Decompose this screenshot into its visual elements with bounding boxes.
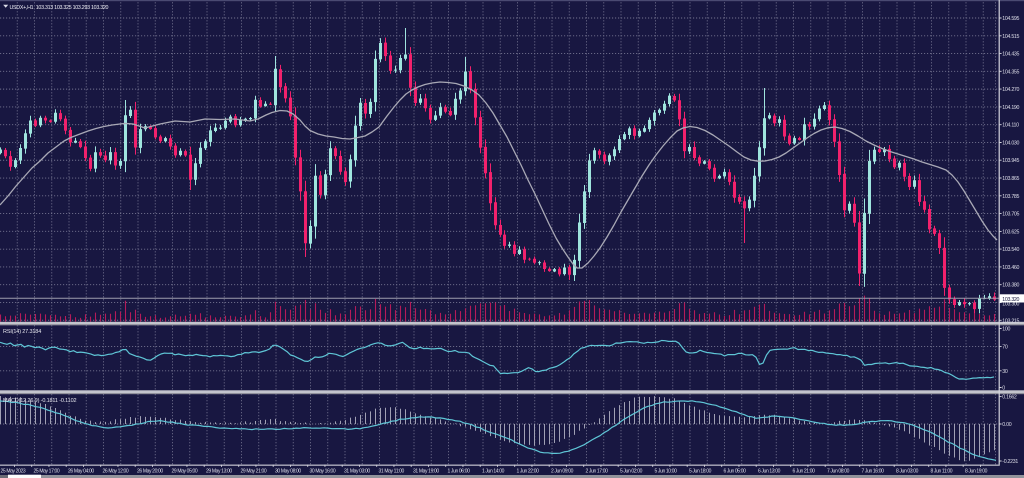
svg-text:6 Jun 21:00: 6 Jun 21:00 (793, 469, 816, 475)
svg-text:104.110: 104.110 (1002, 123, 1019, 129)
svg-text:2 Jun 17:00: 2 Jun 17:00 (586, 469, 609, 475)
svg-text:25 May 2023: 25 May 2023 (1, 469, 26, 475)
svg-text:103.865: 103.865 (1002, 176, 1019, 182)
svg-text:103.625: 103.625 (1002, 230, 1019, 236)
svg-text:29 May 21:00: 29 May 21:00 (241, 469, 267, 475)
svg-text:MACD(12,26,9) -0.1811 -0.1102: MACD(12,26,9) -0.1811 -0.1102 (3, 398, 76, 404)
svg-text:103.380: 103.380 (1002, 283, 1019, 289)
svg-text:0: 0 (1002, 386, 1005, 392)
svg-text:104.190: 104.190 (1002, 105, 1019, 111)
svg-text:5 Jun 10:00: 5 Jun 10:00 (655, 469, 678, 475)
svg-text:1 Jun 14:00: 1 Jun 14:00 (482, 469, 505, 475)
svg-text:0.1662: 0.1662 (1002, 395, 1017, 401)
svg-text:103.215: 103.215 (1002, 319, 1019, 325)
svg-text:103.785: 103.785 (1002, 194, 1019, 200)
svg-text:30 May 08:00: 30 May 08:00 (275, 469, 301, 475)
svg-text:70: 70 (1002, 345, 1008, 351)
svg-text:30 May 16:00: 30 May 16:00 (310, 469, 336, 475)
svg-text:5 Jun 02:00: 5 Jun 02:00 (620, 469, 643, 475)
svg-text:26 May 20:00: 26 May 20:00 (137, 469, 163, 475)
svg-text:103.705: 103.705 (1002, 212, 1019, 218)
svg-text:103.320: 103.320 (1002, 297, 1019, 303)
svg-text:31 May 19:00: 31 May 19:00 (413, 469, 439, 475)
svg-text:103.540: 103.540 (1002, 247, 1019, 253)
svg-text:RSI(14) 27.3184: RSI(14) 27.3184 (3, 329, 41, 335)
svg-text:8 Jun 19:00: 8 Jun 19:00 (965, 469, 988, 475)
svg-text:104.595: 104.595 (1002, 16, 1019, 22)
svg-text:31 May 03:00: 31 May 03:00 (344, 469, 370, 475)
svg-text:1 Jun 06:00: 1 Jun 06:00 (448, 469, 471, 475)
svg-text:104.435: 104.435 (1002, 52, 1019, 58)
svg-text:2 Jun 09:00: 2 Jun 09:00 (551, 469, 574, 475)
svg-text:6 Jun 13:00: 6 Jun 13:00 (758, 469, 781, 475)
svg-text:104.355: 104.355 (1002, 70, 1019, 76)
svg-text:7 Jun 08:00: 7 Jun 08:00 (827, 469, 850, 475)
svg-text:100: 100 (1002, 327, 1010, 333)
svg-text:25 May 17:00: 25 May 17:00 (34, 469, 60, 475)
svg-text:0.00: 0.00 (1002, 422, 1011, 428)
svg-text:103.300: 103.300 (1002, 302, 1019, 308)
svg-text:30: 30 (1002, 369, 1008, 375)
svg-text:104.030: 104.030 (1002, 141, 1019, 147)
svg-text:6 Jun 05:00: 6 Jun 05:00 (724, 469, 747, 475)
svg-text:7 Jun 16:00: 7 Jun 16:00 (862, 469, 885, 475)
svg-text:29 May 13:00: 29 May 13:00 (206, 469, 232, 475)
svg-text:104.270: 104.270 (1002, 87, 1019, 93)
svg-text:29 May 05:00: 29 May 05:00 (172, 469, 198, 475)
svg-text:8 Jun 11:00: 8 Jun 11:00 (931, 469, 953, 475)
svg-text:103.945: 103.945 (1002, 158, 1019, 164)
svg-text:1 Jun 22:00: 1 Jun 22:00 (517, 469, 540, 475)
svg-text:31 May 11:00: 31 May 11:00 (379, 469, 405, 475)
svg-text:USDX+,H1 103.313 103.325 103.: USDX+,H1 103.313 103.325 103.293 103.320 (10, 5, 109, 11)
svg-text:-0.2231: -0.2231 (1002, 459, 1018, 465)
svg-text:26 May 12:00: 26 May 12:00 (103, 469, 129, 475)
svg-text:103.460: 103.460 (1002, 265, 1019, 271)
svg-text:8 Jun 03:00: 8 Jun 03:00 (896, 469, 919, 475)
svg-text:5 Jun 18:00: 5 Jun 18:00 (689, 469, 712, 475)
svg-text:104.515: 104.515 (1002, 34, 1019, 40)
svg-text:26 May 04:00: 26 May 04:00 (68, 469, 94, 475)
